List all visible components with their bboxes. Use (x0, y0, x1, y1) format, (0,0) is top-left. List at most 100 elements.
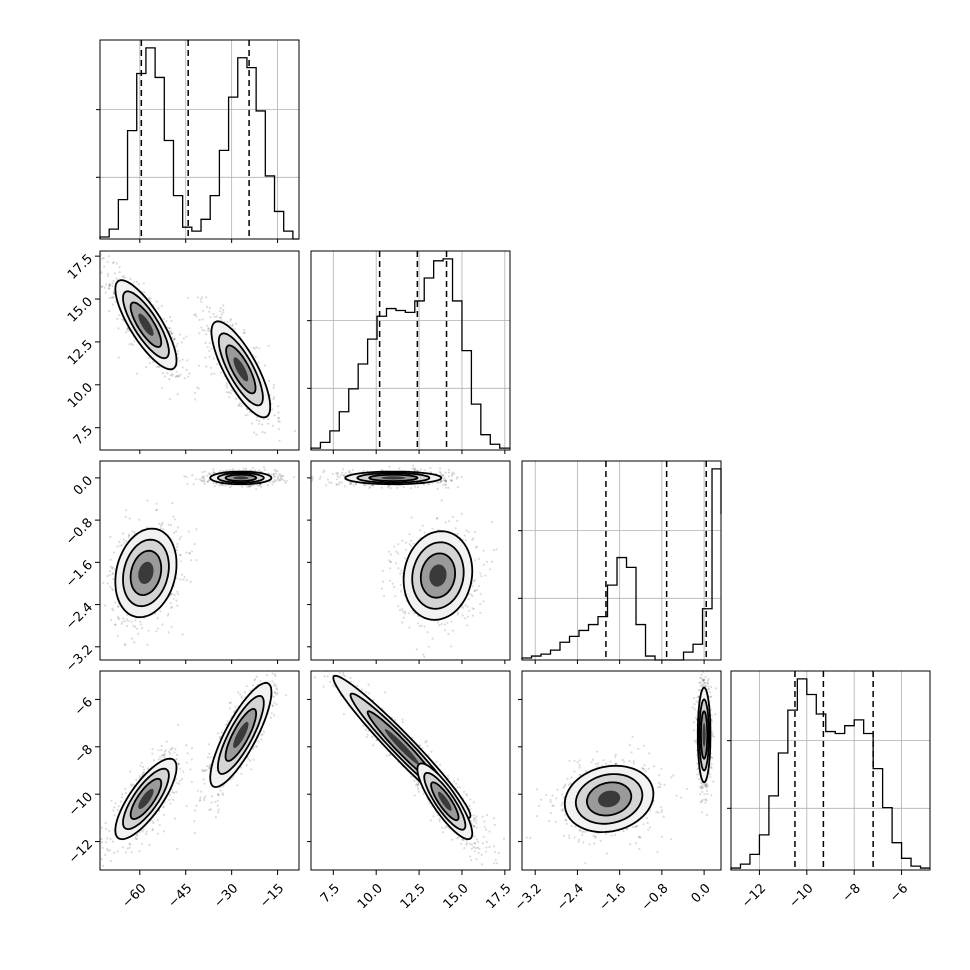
scatter-point (146, 526, 149, 529)
scatter-point (204, 795, 207, 798)
scatter-point (208, 306, 211, 310)
scatter-point (212, 312, 215, 316)
scatter-point (228, 486, 231, 489)
scatter-point (208, 767, 211, 770)
scatter-point (173, 518, 176, 521)
scatter-point (185, 476, 188, 479)
scatter-point (139, 620, 142, 623)
scatter-point (199, 298, 203, 301)
scatter-point (276, 478, 279, 481)
scatter-point (293, 476, 296, 479)
scatter-point (214, 800, 217, 804)
scatter-point (113, 806, 116, 809)
scatter-point (145, 833, 148, 836)
scatter-point (137, 283, 140, 286)
scatter-point (109, 565, 112, 568)
scatter-point (276, 469, 279, 472)
scatter-point (167, 523, 170, 526)
scatter-point (422, 483, 426, 486)
scatter-point (172, 791, 175, 795)
scatter-point (129, 277, 132, 281)
scatter-point (163, 756, 166, 759)
scatter-point (210, 801, 213, 804)
scatter-point (219, 469, 222, 472)
scatter-point (148, 362, 151, 365)
scatter-point (245, 685, 248, 688)
scatter-point (202, 769, 206, 773)
scatter-point (249, 484, 253, 487)
scatter-point (255, 675, 258, 678)
scatter-point (416, 469, 419, 472)
scatter-point (278, 420, 281, 423)
scatter-point (180, 341, 183, 344)
scatter-point (137, 632, 140, 635)
scatter-point (254, 469, 257, 472)
scatter-point (219, 307, 222, 310)
scatter-point (212, 468, 215, 471)
scatter-point (129, 843, 132, 846)
scatter-point (181, 366, 184, 369)
scatter-point (231, 777, 234, 780)
scatter-point (105, 847, 109, 851)
scatter-point (117, 605, 120, 608)
scatter-point (436, 487, 439, 490)
scatter-point (438, 481, 441, 484)
scatter-point (231, 323, 234, 326)
scatter-point (143, 771, 146, 774)
scatter-point (116, 634, 119, 638)
scatter-point (167, 631, 170, 634)
scatter-point (362, 469, 365, 472)
scatter-point (256, 484, 259, 487)
scatter-point (207, 329, 210, 332)
scatter-point (217, 811, 220, 814)
scatter-point (387, 484, 390, 487)
scatter-point (398, 467, 401, 470)
scatter-point (208, 310, 211, 313)
scatter-point (106, 849, 110, 852)
scatter-point (111, 572, 114, 575)
scatter-point (104, 841, 107, 844)
scatter-point (153, 612, 157, 616)
density-level-0-3 (138, 788, 154, 809)
scatter-point (195, 559, 198, 562)
scatter-point (141, 771, 145, 774)
scatter-point (272, 398, 275, 401)
scatter-point (456, 485, 459, 489)
histogram-p2 (521, 468, 722, 661)
scatter-point (232, 710, 236, 714)
contour-0-0 (114, 279, 178, 371)
scatter-point (104, 291, 107, 294)
scatter-point (128, 343, 131, 346)
scatter-point (206, 756, 209, 759)
scatter-point (175, 344, 178, 348)
scatter-point (339, 474, 343, 477)
scatter-point (122, 617, 125, 620)
scatter-point (201, 768, 204, 771)
scatter-point (243, 331, 246, 334)
scatter-point (169, 747, 172, 750)
scatter-point (178, 333, 182, 336)
scatter-point (177, 592, 180, 596)
scatter-point (171, 746, 174, 750)
scatter-point (402, 486, 406, 489)
scatter-point (168, 798, 171, 802)
scatter-point (178, 782, 181, 786)
scatter-point (206, 346, 209, 349)
contour-1-1 (216, 694, 265, 775)
scatter-point (125, 539, 128, 542)
scatter-point (220, 483, 223, 486)
scatter-point (199, 798, 202, 801)
scatter-point (109, 585, 112, 589)
scatter-point (250, 768, 253, 771)
scatter-point (440, 479, 443, 482)
scatter-point (164, 749, 167, 752)
scatter-point (159, 610, 162, 613)
scatter-point (444, 483, 447, 486)
scatter-point (279, 474, 282, 477)
scatter-point (163, 813, 166, 816)
scatter-point (447, 471, 450, 474)
scatter-point (270, 716, 273, 720)
scatter-point (273, 468, 276, 471)
scatter-point (107, 255, 111, 258)
scatter-point (218, 736, 221, 739)
